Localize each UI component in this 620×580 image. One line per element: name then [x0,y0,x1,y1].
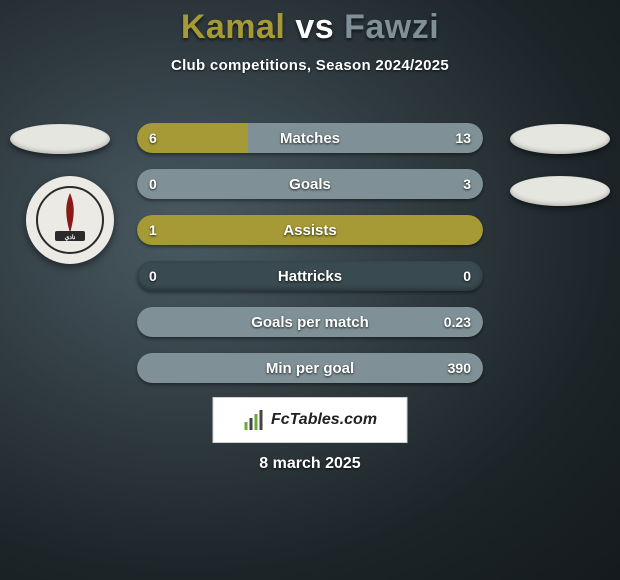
title-player1: Kamal [181,8,286,46]
stat-row: Goals03 [137,169,483,199]
bar-right-fill [137,169,483,199]
brand-box: FcTables.com [213,397,408,443]
stat-row: Goals per match0.23 [137,307,483,337]
stat-label: Hattricks [137,261,483,291]
stat-value-right: 0 [463,261,471,291]
bar-left-fill [137,215,483,245]
title-vs: vs [295,8,334,46]
stat-row: Hattricks0 0 [137,261,483,291]
badge-right-2 [510,176,610,206]
subtitle: Club competitions, Season 2024/2025 [0,57,620,74]
stat-value-right: 3 [463,169,471,199]
stat-value-right: 13 [455,123,471,153]
svg-text:نادي: نادي [65,234,76,241]
page-title: Kamal vs Fawzi [0,8,620,47]
badge-left-1 [10,124,110,154]
stat-value-right: 390 [448,353,471,383]
fctables-logo-icon [243,408,267,432]
stat-value-right: 0.23 [444,307,471,337]
stat-bars: Matches613Goals03Assists1Hattricks00Goal… [137,123,483,399]
badge-right-1 [510,124,610,154]
stat-row: Assists1 [137,215,483,245]
stat-row: Matches613 [137,123,483,153]
date: 8 march 2025 [0,455,620,473]
bar-right-fill [137,353,483,383]
club-logo: نادي [26,176,114,264]
bar-right-fill [248,123,483,153]
stat-value-left: 0 [149,261,157,291]
stat-value-left: 0 [149,169,157,199]
stat-value-left: 6 [149,123,157,153]
bar-right-fill [137,307,483,337]
content: Kamal vs Fawzi Club competitions, Season… [0,0,620,580]
stat-row: Min per goal390 [137,353,483,383]
stat-value-left: 1 [149,215,157,245]
title-player2: Fawzi [344,8,439,46]
brand-text: FcTables.com [271,411,377,429]
enppi-club-icon: نادي [35,185,105,255]
